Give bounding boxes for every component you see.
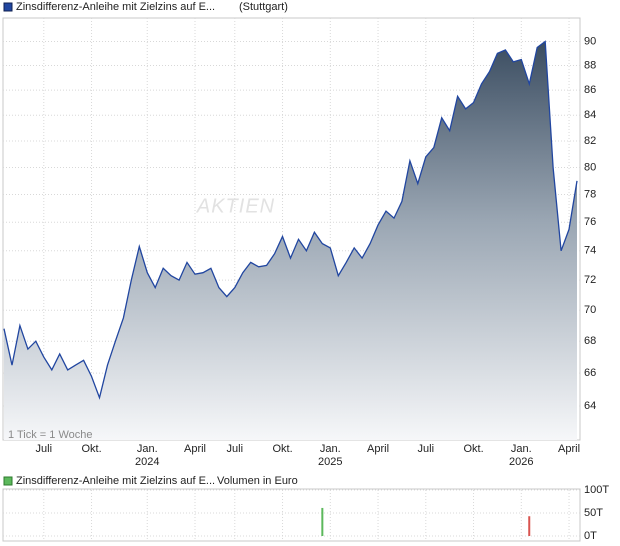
y-tick-label: 66 xyxy=(584,367,596,379)
x-tick-label: Juli xyxy=(227,443,244,455)
volume-label: Volumen in Euro xyxy=(217,475,298,487)
y-tick-label: 64 xyxy=(584,400,596,412)
x-tick-label: April xyxy=(558,443,580,455)
x-tick-label: Juli xyxy=(36,443,53,455)
y-tick-label: 90 xyxy=(584,35,596,47)
watermark: AKTIEN xyxy=(196,195,275,217)
y-tick-label: 76 xyxy=(584,216,596,228)
x-tick-label: Jan. xyxy=(511,443,532,455)
price-area xyxy=(4,41,577,440)
y-tick-label: 84 xyxy=(584,109,596,121)
y-tick-label: 100T xyxy=(584,484,609,496)
x-tick-label: April xyxy=(367,443,389,455)
x-year-label: 2024 xyxy=(135,456,159,468)
x-year-label: 2026 xyxy=(509,456,533,468)
x-tick-label: Jan. xyxy=(320,443,341,455)
x-tick-label: Okt. xyxy=(272,443,292,455)
y-tick-label: 78 xyxy=(584,188,596,200)
subtitle: (Stuttgart) xyxy=(239,1,288,13)
x-tick-label: Okt. xyxy=(463,443,483,455)
annotation: 1 Tick = 1 Woche xyxy=(8,429,92,441)
legend-label: Zinsdifferenz-Anleihe mit Zielzins auf E… xyxy=(16,475,215,487)
volume-frame xyxy=(2,488,581,542)
legend-swatch xyxy=(3,476,13,486)
y-tick-label: 88 xyxy=(584,59,596,71)
x-tick-label: Jan. xyxy=(137,443,158,455)
y-tick-label: 82 xyxy=(584,135,596,147)
legend-label: Zinsdifferenz-Anleihe mit Zielzins auf E… xyxy=(16,1,215,13)
x-year-label: 2025 xyxy=(318,456,342,468)
x-tick-label: April xyxy=(184,443,206,455)
x-tick-label: Juli xyxy=(418,443,435,455)
legend-swatch xyxy=(3,2,13,12)
y-tick-label: 80 xyxy=(584,161,596,173)
volume-bar xyxy=(321,507,324,536)
y-tick-label: 72 xyxy=(584,274,596,286)
y-tick-label: 74 xyxy=(584,245,596,257)
y-tick-label: 86 xyxy=(584,84,596,96)
y-tick-label: 50T xyxy=(584,507,603,519)
price-line xyxy=(3,40,578,400)
y-tick-label: 0T xyxy=(584,530,597,542)
y-tick-label: 68 xyxy=(584,335,596,347)
volume-bar xyxy=(528,516,531,536)
x-tick-label: Okt. xyxy=(81,443,101,455)
y-tick-label: 70 xyxy=(584,304,596,316)
